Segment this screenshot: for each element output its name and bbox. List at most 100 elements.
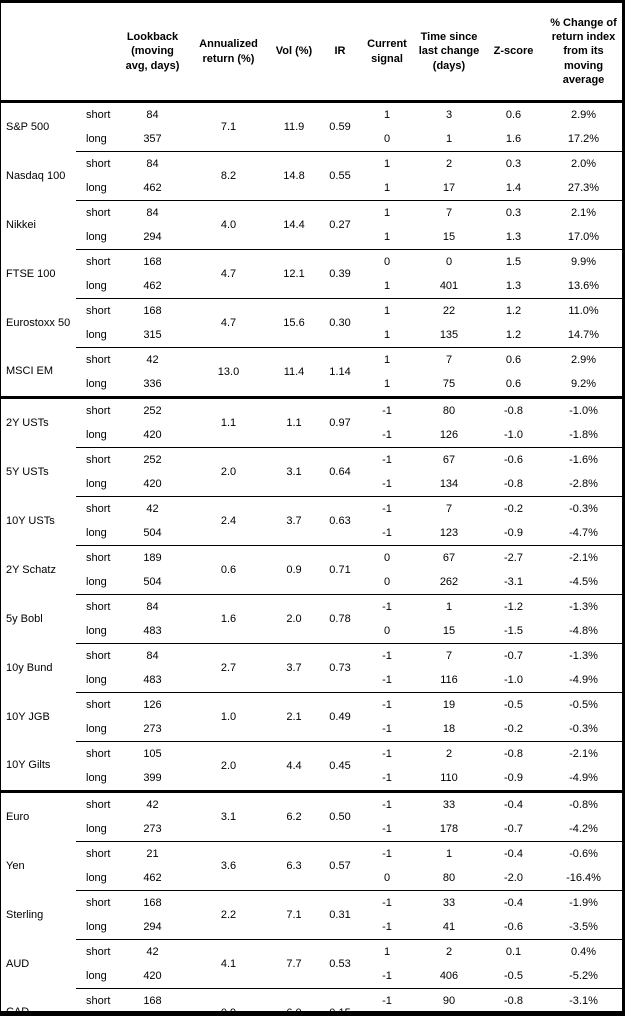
cell-current-signal: -1 [358, 594, 416, 619]
leg-label: short [76, 447, 114, 472]
cell-current-signal: 1 [358, 939, 416, 964]
cell-ir: 0.45 [322, 741, 358, 792]
cell-current-signal: -1 [358, 447, 416, 472]
table-row: long 294 -1 41 -0.6 -3.5% [1, 915, 622, 940]
cell-time-since-change: 123 [439, 526, 459, 539]
asset-name: FTSE 100 [6, 267, 56, 280]
cell-vol: 3.7 [266, 496, 322, 546]
asset-name: Nikkei [6, 218, 36, 231]
cell-pct-change: -4.7% [569, 526, 598, 539]
cell-lookback: 294 [143, 230, 162, 243]
cell-vol: 6.0 [266, 988, 322, 1011]
cell-z-score: -0.6 [504, 920, 523, 933]
cell-pct-change: 2.0% [545, 151, 622, 176]
cell-z-score: 0.3 [482, 200, 545, 225]
cell-time-since-change: 262 [439, 575, 459, 588]
table-row: long 483 -1 116 -1.0 -4.9% [1, 668, 622, 693]
cell-time-since-change: 2 [416, 151, 482, 176]
cell-current-signal: 1 [383, 279, 391, 292]
leg-label: long [86, 920, 107, 933]
table-row: Yen short 21 3.6 6.3 0.57 -1 1 -0.4 -0.6% [1, 841, 622, 891]
table-body: S&P 500 short 84 7.1 11.9 0.59 1 3 0.6 2.9% long 35… [1, 100, 622, 1016]
table-row: FTSE 100 short 168 4.7 12.1 0.39 0 0 1.5 9.9% [1, 249, 622, 299]
cell-ir: 0.59 [322, 100, 358, 152]
cell-annualized-return: 2.7 [191, 643, 266, 693]
cell-lookback: 483 [143, 624, 162, 637]
cell-z-score: -1.2 [482, 594, 545, 619]
cell-pct-change: -0.6% [545, 841, 622, 866]
cell-pct-change: -4.9% [569, 771, 598, 784]
cell-current-signal: -1 [382, 771, 392, 784]
leg-label: long [86, 132, 107, 145]
cell-ir: 1.14 [322, 347, 358, 398]
cell-annualized-return: 4.1 [191, 939, 266, 989]
leg-label: short [76, 692, 114, 717]
table-row: Euro short 42 3.1 6.2 0.50 -1 33 -0.4 -0.8% [1, 790, 622, 842]
cell-vol: 14.4 [266, 200, 322, 250]
cell-lookback: 252 [114, 447, 191, 472]
signals-table: Lookback (moving avg, days) Annualized re… [1, 3, 622, 1016]
cell-pct-change: -2.1% [545, 545, 622, 570]
leg-label: short [76, 200, 114, 225]
asset-name: CAD [6, 1006, 30, 1016]
leg-label: long [86, 969, 107, 982]
cell-z-score: -0.8 [482, 396, 545, 423]
cell-vol: 0.9 [266, 545, 322, 595]
cell-pct-change: -4.5% [569, 575, 598, 588]
cell-time-since-change: 1 [416, 594, 482, 619]
cell-pct-change: 9.2% [570, 377, 597, 390]
table-row: long 462 1 17 1.4 27.3% [1, 176, 622, 201]
table-row: long 273 -1 178 -0.7 -4.2% [1, 817, 622, 842]
cell-pct-change: -1.8% [569, 428, 598, 441]
cell-time-since-change: 67 [416, 545, 482, 570]
cell-time-since-change: 33 [416, 790, 482, 817]
cell-annualized-return: 2.2 [191, 890, 266, 940]
table-row: Nasdaq 100 short 84 8.2 14.8 0.55 1 2 0.3 2.0% [1, 151, 622, 201]
cell-lookback: 420 [143, 428, 162, 441]
cell-z-score: -1.0 [504, 673, 523, 686]
asset-name: Yen [6, 859, 25, 872]
cell-ir: 0.31 [322, 890, 358, 940]
cell-z-score: -0.9 [504, 771, 523, 784]
cell-time-since-change: 406 [439, 969, 459, 982]
cell-time-since-change: 80 [416, 396, 482, 423]
table-row: 5y Bobl short 84 1.6 2.0 0.78 -1 1 -1.2 -1.3% [1, 594, 622, 644]
cell-current-signal: 1 [358, 200, 416, 225]
table-row: long 483 0 15 -1.5 -4.8% [1, 619, 622, 644]
header-row: Lookback (moving avg, days) Annualized re… [1, 3, 622, 103]
leg-label: short [76, 643, 114, 668]
cell-lookback: 294 [143, 920, 162, 933]
column-header-ir: IR [322, 3, 358, 103]
cell-time-since-change: 33 [416, 890, 482, 915]
cell-vol: 12.1 [266, 249, 322, 299]
cell-current-signal: -1 [358, 643, 416, 668]
cell-current-signal: -1 [382, 428, 392, 441]
leg-label: short [76, 496, 114, 521]
asset-name: 2Y USTs [1, 396, 76, 448]
cell-ir: 0.63 [322, 496, 358, 546]
cell-time-since-change: 2 [416, 741, 482, 766]
cell-z-score: 0.6 [482, 347, 545, 372]
leg-label: short [76, 890, 114, 915]
cell-current-signal: -1 [382, 673, 392, 686]
cell-lookback: 462 [143, 871, 162, 884]
cell-z-score: -0.7 [482, 643, 545, 668]
leg-label: long [86, 279, 107, 292]
cell-annualized-return: 3.1 [191, 790, 266, 842]
table-row: Eurostoxx 50 short 168 4.7 15.6 0.30 1 22 1.2 11.… [1, 298, 622, 348]
leg-label: short [76, 790, 114, 817]
cell-pct-change: -4.2% [569, 822, 598, 835]
cell-time-since-change: 135 [439, 328, 459, 341]
cell-time-since-change: 110 [440, 771, 458, 784]
table-row: Sterling short 168 2.2 7.1 0.31 -1 33 -0.4 -1.9% [1, 890, 622, 940]
cell-vol: 6.3 [266, 841, 322, 891]
cell-z-score: -0.7 [504, 822, 523, 835]
cell-lookback: 189 [114, 545, 191, 570]
cell-ir: 0.39 [322, 249, 358, 299]
cell-lookback: 84 [114, 200, 191, 225]
cell-ir: 0.50 [322, 790, 358, 842]
cell-ir: 0.64 [322, 447, 358, 497]
cell-vol: 11.9 [266, 100, 322, 152]
cell-time-since-change: 41 [442, 920, 456, 933]
asset-name: 10Y Gilts [6, 759, 51, 772]
